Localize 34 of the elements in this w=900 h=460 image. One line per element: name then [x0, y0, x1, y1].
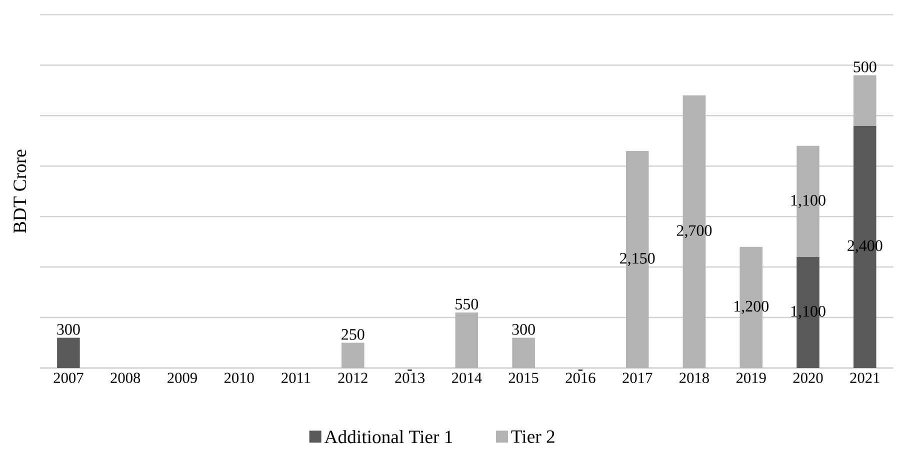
bar — [342, 342, 364, 368]
data-label: 1,100 — [791, 194, 826, 208]
bar — [57, 338, 80, 368]
bar — [512, 338, 535, 368]
legend-label: Additional Tier 1 — [324, 430, 452, 444]
x-tick-label: 2010 — [224, 372, 254, 384]
x-tick-label: 2018 — [680, 372, 709, 384]
x-tick-label: 2011 — [282, 372, 310, 384]
data-label: - — [408, 370, 412, 371]
data-label: 250 — [342, 329, 364, 340]
y-axis-title: BDT Crore — [14, 150, 26, 234]
x-tick-label: 2009 — [168, 372, 197, 384]
data-label: 500 — [854, 62, 876, 72]
data-label: 2,150 — [620, 252, 655, 266]
legend-label: Tier 2 — [511, 430, 554, 443]
x-tick-label: 2020 — [793, 372, 823, 384]
x-tick-label: 2012 — [338, 372, 368, 384]
data-label: 2,700 — [676, 225, 712, 238]
x-tick-label: 2021 — [850, 372, 880, 384]
data-label: 550 — [456, 298, 478, 310]
x-tick-label: 2017 — [622, 372, 652, 384]
x-tick-label: 2016 — [566, 372, 596, 384]
data-label: 1,200 — [734, 300, 768, 314]
x-tick-label: 2019 — [736, 372, 766, 384]
x-tick-label: 2013 — [395, 372, 425, 384]
data-label: 300 — [512, 324, 535, 335]
x-tick-label: 2007 — [54, 372, 84, 384]
bar — [854, 75, 876, 126]
data-label: - — [578, 370, 583, 371]
x-tick-label: 2015 — [508, 372, 538, 384]
x-tick-label: 2008 — [110, 372, 140, 384]
x-tick-label: 2014 — [452, 372, 482, 384]
data-label: 300 — [57, 324, 80, 335]
bar — [455, 312, 478, 368]
